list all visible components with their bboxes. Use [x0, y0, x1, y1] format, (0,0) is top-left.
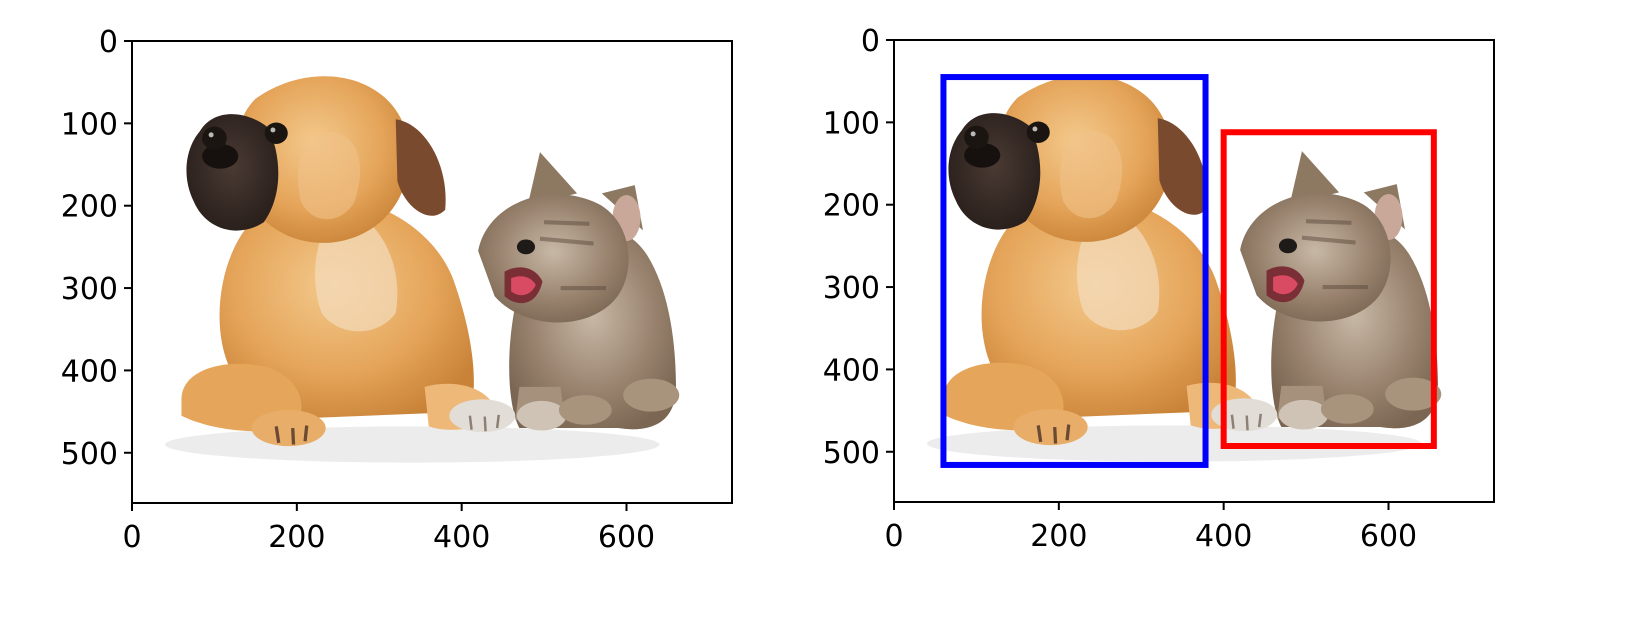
y-tick-label: 0 — [861, 24, 880, 59]
y-tick-label: 200 — [823, 189, 880, 224]
puppy-kitten-image-with-boxes — [894, 40, 1494, 502]
left-image-panel: 0 200 400 600 0 100 200 300 400 500 — [61, 25, 732, 555]
left-axes-frame — [131, 40, 733, 504]
bounding-boxes — [940, 74, 1437, 468]
x-tick-label: 0 — [122, 520, 141, 555]
y-tick-label: 100 — [61, 107, 118, 142]
cat-bounding-box — [1220, 129, 1437, 449]
y-tick-label: 300 — [61, 272, 118, 307]
left-x-axis: 0 200 400 600 — [122, 503, 655, 555]
image-content — [894, 40, 1494, 502]
right-y-axis: 0 100 200 300 400 500 — [823, 24, 894, 471]
y-tick-label: 500 — [61, 437, 118, 472]
x-tick-label: 400 — [433, 520, 490, 555]
y-tick-label: 500 — [823, 436, 880, 471]
x-tick-label: 0 — [884, 519, 903, 554]
x-tick-label: 200 — [268, 520, 325, 555]
right-image-panel: 0 200 400 600 0 100 200 300 400 500 — [823, 24, 1494, 554]
image-content — [132, 41, 732, 503]
x-tick-label: 600 — [598, 520, 655, 555]
y-tick-label: 100 — [823, 106, 880, 141]
y-tick-label: 200 — [61, 190, 118, 225]
y-tick-label: 0 — [99, 25, 118, 60]
y-tick-label: 300 — [823, 271, 880, 306]
right-x-axis: 0 200 400 600 — [884, 502, 1417, 554]
y-tick-label: 400 — [61, 354, 118, 389]
dog-bounding-box — [940, 74, 1209, 468]
left-y-axis: 0 100 200 300 400 500 — [61, 25, 132, 472]
right-axes-frame — [893, 39, 1495, 503]
x-tick-label: 600 — [1360, 519, 1417, 554]
x-tick-label: 200 — [1030, 519, 1087, 554]
puppy-kitten-image — [132, 41, 732, 503]
x-tick-label: 400 — [1195, 519, 1252, 554]
y-tick-label: 400 — [823, 353, 880, 388]
